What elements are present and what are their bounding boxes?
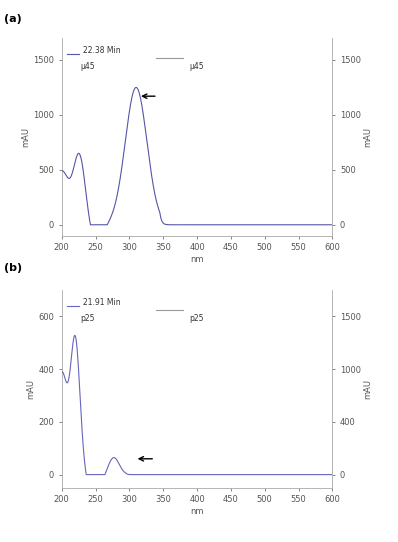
Text: 22.38 Min: 22.38 Min xyxy=(83,46,121,55)
X-axis label: nm: nm xyxy=(190,255,204,264)
Y-axis label: mAU: mAU xyxy=(364,379,373,399)
Y-axis label: mAU: mAU xyxy=(364,127,373,147)
Text: (a): (a) xyxy=(4,14,22,23)
Text: (b): (b) xyxy=(4,263,22,273)
Text: 21.91 Min: 21.91 Min xyxy=(83,298,121,307)
Y-axis label: mAU: mAU xyxy=(21,127,30,147)
Text: p25: p25 xyxy=(189,314,203,322)
Text: μ45: μ45 xyxy=(81,62,95,70)
Text: p25: p25 xyxy=(81,314,95,322)
Text: μ45: μ45 xyxy=(189,62,203,70)
X-axis label: nm: nm xyxy=(190,507,204,516)
Y-axis label: mAU: mAU xyxy=(26,379,35,399)
